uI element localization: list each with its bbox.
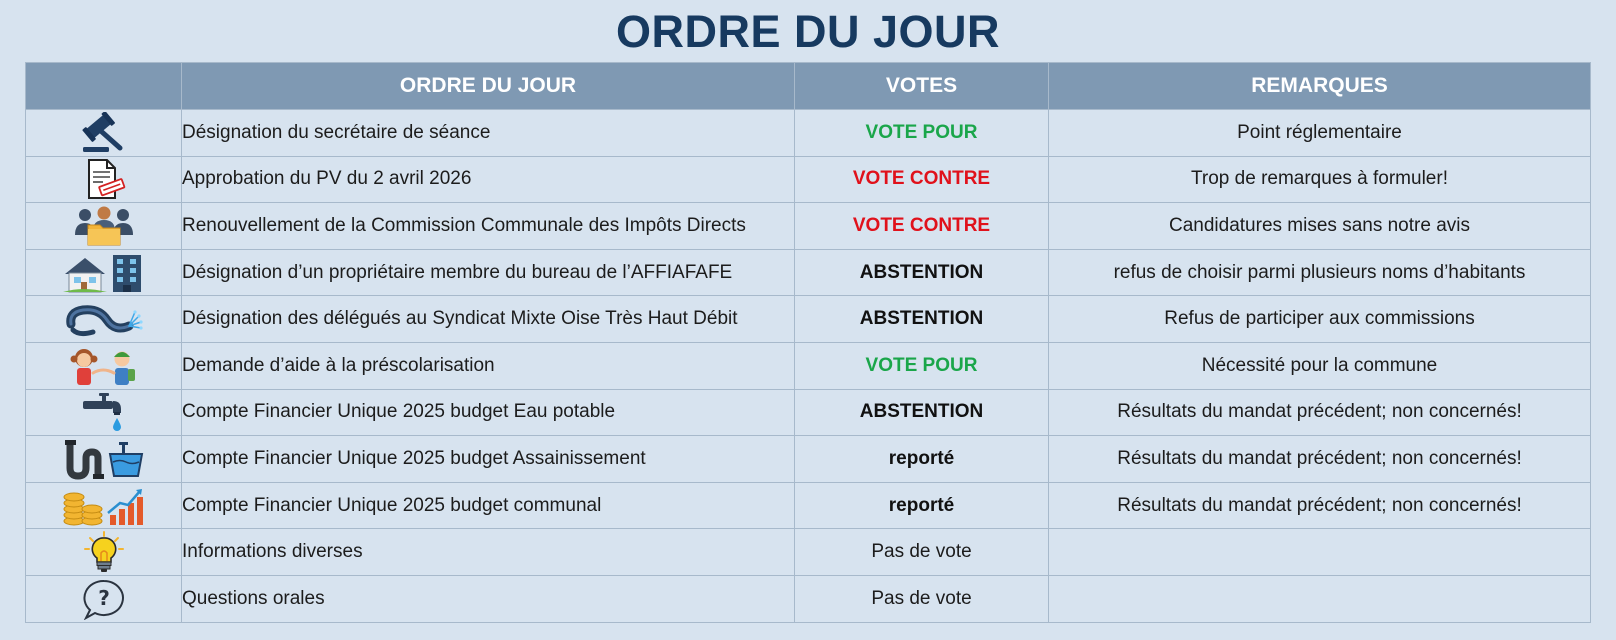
- remark-text: Candidatures mises sans notre avis: [1048, 202, 1591, 250]
- vote-value: ABSTENTION: [794, 248, 1049, 297]
- item-label: Questions orales: [181, 574, 795, 623]
- table-row: Désignation d’un propriétaire membre du …: [25, 248, 1591, 297]
- vote-value: reporté: [794, 435, 1049, 483]
- fiber-cable-icon: [65, 305, 143, 337]
- remark-text: Trop de remarques à formuler!: [1048, 155, 1591, 204]
- table-row: Désignation des délégués au Syndicat Mix…: [25, 295, 1591, 343]
- svg-text:?: ?: [98, 586, 110, 610]
- table-row: Demande d’aide à la préscolarisation VOT…: [25, 341, 1591, 390]
- table-row: Informations diverses Pas de vote: [25, 528, 1591, 576]
- question-bubble-icon: ?: [82, 579, 124, 620]
- item-label: Désignation d’un propriétaire membre du …: [181, 248, 795, 297]
- vote-value: Pas de vote: [794, 528, 1049, 576]
- table-row: Désignation du secrétaire de séance VOTE…: [25, 109, 1591, 157]
- table-row: Compte Financier Unique 2025 budget Assa…: [25, 435, 1591, 483]
- remark-text: Résultats du mandat précédent; non conce…: [1048, 388, 1591, 437]
- item-label: Approbation du PV du 2 avril 2026: [181, 155, 795, 204]
- vote-value: VOTE CONTRE: [794, 202, 1049, 250]
- header-item: ORDRE DU JOUR: [181, 62, 795, 110]
- vote-value: reporté: [794, 481, 1049, 530]
- water-tap-icon: [82, 393, 121, 432]
- committee-icon: [74, 206, 133, 246]
- item-label: Compte Financier Unique 2025 budget Eau …: [181, 388, 795, 437]
- item-label: Désignation des délégués au Syndicat Mix…: [181, 295, 795, 343]
- agenda-table: ORDRE DU JOUR VOTES REMARQUES: [25, 62, 1591, 623]
- header-vote: VOTES: [794, 62, 1049, 110]
- table-row: ? Questions orales Pas de vote: [25, 574, 1591, 623]
- house-building-icon: [62, 254, 141, 293]
- vote-value: ABSTENTION: [794, 388, 1049, 437]
- remark-text: Résultats du mandat précédent; non conce…: [1048, 481, 1591, 530]
- table-row: Approbation du PV du 2 avril 2026 VOTE C…: [25, 155, 1591, 204]
- remark-text: Résultats du mandat précédent; non conce…: [1048, 435, 1591, 483]
- document-stamp-icon: [87, 159, 125, 200]
- remark-text: [1048, 574, 1591, 623]
- table-header-row: ORDRE DU JOUR VOTES REMARQUES: [25, 62, 1591, 110]
- table-row: Compte Financier Unique 2025 budget comm…: [25, 481, 1591, 530]
- vote-value: VOTE POUR: [794, 109, 1049, 157]
- page-title: ORDRE DU JOUR: [615, 6, 1001, 57]
- vote-value: VOTE POUR: [794, 341, 1049, 390]
- vote-value: VOTE CONTRE: [794, 155, 1049, 204]
- vote-value: ABSTENTION: [794, 295, 1049, 343]
- item-label: Renouvellement de la Commission Communal…: [181, 202, 795, 250]
- coins-chart-icon: [63, 488, 143, 526]
- remark-text: refus de choisir parmi plusieurs noms d’…: [1048, 248, 1591, 297]
- vote-value: Pas de vote: [794, 574, 1049, 623]
- lightbulb-icon: [83, 531, 124, 573]
- item-label: Compte Financier Unique 2025 budget Assa…: [181, 435, 795, 483]
- item-label: Compte Financier Unique 2025 budget comm…: [181, 481, 795, 530]
- header-icon: [25, 62, 182, 110]
- table-row: Renouvellement de la Commission Communal…: [25, 202, 1591, 250]
- remark-text: [1048, 528, 1591, 576]
- gavel-icon: [81, 111, 122, 152]
- header-remark: REMARQUES: [1048, 62, 1591, 110]
- sewage-pipe-icon: [64, 439, 143, 480]
- children-icon: [70, 348, 135, 385]
- item-label: Informations diverses: [181, 528, 795, 576]
- table-row: Compte Financier Unique 2025 budget Eau …: [25, 388, 1591, 437]
- item-label: Désignation du secrétaire de séance: [181, 109, 795, 157]
- remark-text: Point réglementaire: [1048, 109, 1591, 157]
- item-label: Demande d’aide à la préscolarisation: [181, 341, 795, 390]
- remark-text: Nécessité pour la commune: [1048, 341, 1591, 390]
- remark-text: Refus de participer aux commissions: [1048, 295, 1591, 343]
